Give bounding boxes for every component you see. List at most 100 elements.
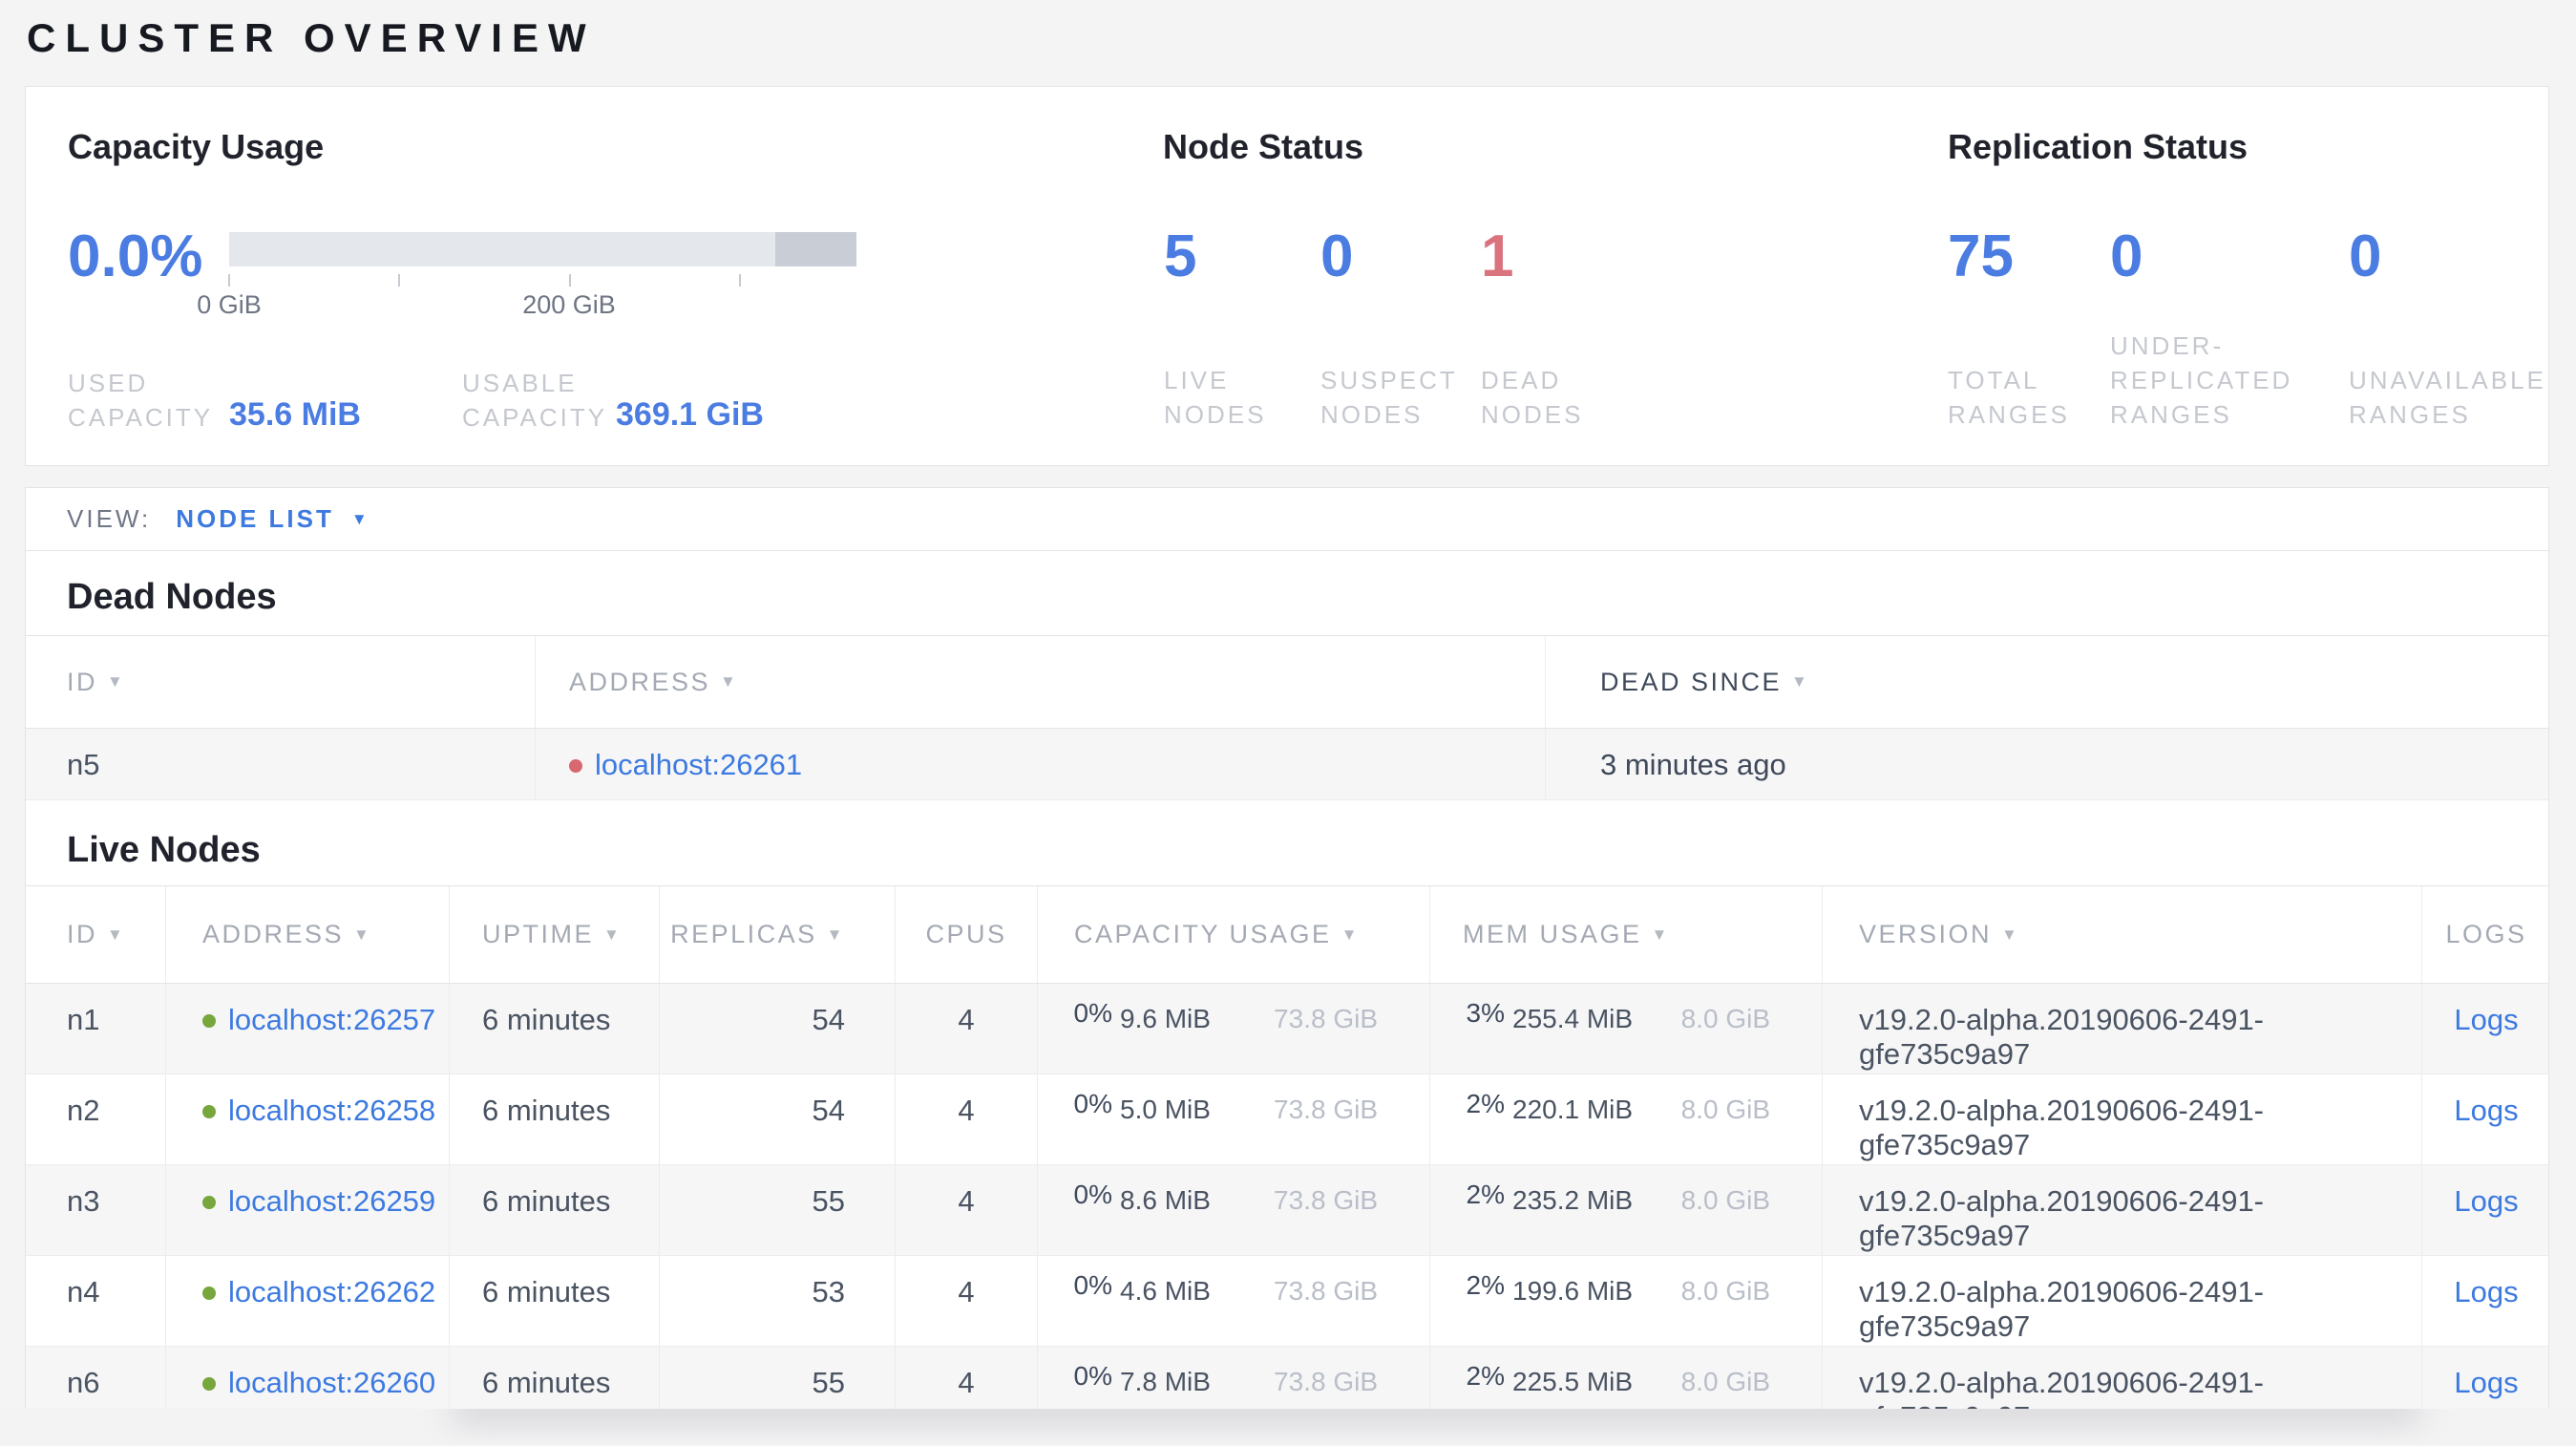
sort-desc-icon: ▼ (2001, 925, 2020, 944)
replicas-cell: 54 (660, 1074, 896, 1164)
uptime-cell: 6 minutes (450, 1165, 660, 1255)
node-address-link[interactable]: localhost:26258 (228, 1094, 436, 1127)
node-address-link[interactable]: localhost:26260 (228, 1366, 436, 1399)
capacity-percent: 0% (1073, 1089, 1112, 1118)
column-header-address[interactable]: ADDRESS ▼ (536, 636, 1546, 728)
capacity-percent: 0% (1073, 1270, 1112, 1300)
column-header-id[interactable]: ID ▼ (26, 886, 166, 983)
node-address-link[interactable]: localhost:26259 (228, 1184, 436, 1218)
node-address-cell: localhost:26262 (166, 1256, 450, 1346)
column-header-version[interactable]: VERSION ▼ (1823, 886, 2422, 983)
logs-link[interactable]: Logs (2454, 1094, 2519, 1127)
column-header-logs: LOGS (2445, 920, 2527, 948)
usable-capacity-label: USABLE CAPACITY (462, 369, 608, 432)
node-address-cell: localhost:26258 (166, 1074, 450, 1164)
mem-usage-cell: 2% 225.5 MiB 8.0 GiB (1430, 1347, 1823, 1409)
cluster-summary-panel: Capacity Usage 0.0% 0 GiB 200 GiB USED C… (25, 86, 2549, 466)
version-cell: v19.2.0-alpha.20190606-2491-gfe735c9a97 (1823, 984, 2422, 1074)
dead-nodes-label: DEAD NODES (1481, 366, 1584, 429)
column-header-capacity-usage[interactable]: CAPACITY USAGE ▼ (1038, 886, 1430, 983)
sort-desc-icon: ▼ (1651, 925, 1670, 944)
sort-desc-icon: ▼ (603, 925, 623, 944)
node-address-cell: localhost:26259 (166, 1165, 450, 1255)
capacity-used-value: 7.8 MiB (1120, 1367, 1211, 1396)
dead-since-cell: 3 minutes ago (1600, 748, 1786, 781)
uptime-cell: 6 minutes (450, 1074, 660, 1164)
node-status-heading: Node Status (1163, 127, 1364, 166)
mem-total-value: 8.0 GiB (1680, 1276, 1770, 1306)
cpus-cell: 4 (896, 1074, 1038, 1164)
sort-desc-icon: ▼ (353, 925, 372, 944)
live-nodes-body: n1 localhost:26257 6 minutes 54 4 0% (26, 984, 2548, 1409)
column-header-replicas[interactable]: REPLICAS ▼ (660, 886, 896, 983)
node-address-link[interactable]: localhost:26262 (228, 1275, 436, 1308)
view-label: VIEW: (67, 504, 152, 533)
logs-link[interactable]: Logs (2454, 1275, 2519, 1308)
node-id-cell: n5 (26, 729, 536, 799)
mem-percent: 2% (1466, 1089, 1505, 1118)
page-title: CLUSTER OVERVIEW (27, 15, 596, 60)
mem-usage-cell: 2% 220.1 MiB 8.0 GiB (1430, 1074, 1823, 1164)
mem-usage-cell: 2% 235.2 MiB 8.0 GiB (1430, 1165, 1823, 1255)
suspect-nodes-count: 0 (1320, 223, 1354, 289)
mem-total-value: 8.0 GiB (1680, 1367, 1770, 1396)
view-selector[interactable]: NODE LIST (176, 504, 334, 533)
used-capacity-label: USED CAPACITY (68, 369, 214, 432)
logs-link[interactable]: Logs (2454, 1366, 2519, 1399)
node-address-link[interactable]: localhost:26257 (228, 1003, 436, 1036)
view-bar: VIEW: NODE LIST ▼ (26, 488, 2548, 551)
used-capacity-value: 35.6 MiB (229, 396, 361, 433)
mem-used-value: 199.6 MiB (1512, 1276, 1634, 1306)
node-id-cell: n3 (26, 1165, 166, 1255)
capacity-percent: 0% (1073, 1180, 1112, 1209)
mem-total-value: 8.0 GiB (1680, 1185, 1770, 1215)
dead-nodes-table: ID ▼ ADDRESS ▼ DEAD SINCE ▼ n5 (26, 635, 2548, 800)
dead-nodes-body: n5 localhost:26261 3 minutes ago (26, 729, 2548, 800)
sort-desc-icon: ▼ (107, 925, 126, 944)
cpus-cell: 4 (896, 1165, 1038, 1255)
logs-link[interactable]: Logs (2454, 1184, 2519, 1218)
dropdown-caret-icon[interactable]: ▼ (350, 509, 368, 528)
under-replicated-ranges-label: UNDER- REPLICATED RANGES (2110, 331, 2293, 429)
capacity-usage-heading: Capacity Usage (68, 127, 325, 166)
cpus-cell: 4 (896, 984, 1038, 1074)
mem-usage-cell: 3% 255.4 MiB 8.0 GiB (1430, 984, 1823, 1074)
capacity-total-value: 73.8 GiB (1274, 1276, 1378, 1306)
dead-node-row: n5 localhost:26261 3 minutes ago (26, 729, 2548, 800)
live-node-row: n4 localhost:26262 6 minutes 53 4 0% (26, 1256, 2548, 1347)
uptime-cell: 6 minutes (450, 1256, 660, 1346)
axis-tick (739, 274, 741, 287)
logs-cell: Logs (2422, 1165, 2548, 1255)
column-header-id[interactable]: ID ▼ (26, 636, 536, 728)
mem-usage-cell: 2% 199.6 MiB 8.0 GiB (1430, 1256, 1823, 1346)
mem-used-value: 235.2 MiB (1512, 1185, 1634, 1215)
dead-nodes-header-row: ID ▼ ADDRESS ▼ DEAD SINCE ▼ (26, 636, 2548, 729)
capacity-usage-cell: 0% 4.6 MiB 73.8 GiB (1038, 1256, 1430, 1346)
column-header-mem-usage[interactable]: MEM USAGE ▼ (1430, 886, 1823, 983)
capacity-percent: 0% (1073, 1361, 1112, 1391)
capacity-total-value: 73.8 GiB (1274, 1095, 1378, 1124)
mem-percent: 2% (1466, 1361, 1505, 1391)
capacity-usage-cell: 0% 8.6 MiB 73.8 GiB (1038, 1165, 1430, 1255)
logs-link[interactable]: Logs (2454, 1003, 2519, 1036)
unavailable-ranges-count: 0 (2349, 223, 2382, 289)
capacity-bar-reserved-segment (774, 232, 856, 266)
cluster-overview-page: CLUSTER OVERVIEW Capacity Usage 0.0% 0 G… (0, 13, 2576, 1446)
capacity-used-value: 4.6 MiB (1120, 1276, 1211, 1306)
logs-cell: Logs (2422, 1256, 2548, 1346)
live-node-row: n1 localhost:26257 6 minutes 54 4 0% (26, 984, 2548, 1074)
sort-desc-icon: ▼ (826, 925, 845, 944)
node-address-link[interactable]: localhost:26261 (595, 748, 803, 781)
replicas-cell: 55 (660, 1347, 896, 1409)
under-replicated-ranges-count: 0 (2110, 223, 2143, 289)
column-header-address[interactable]: ADDRESS ▼ (166, 886, 450, 983)
column-header-dead-since[interactable]: DEAD SINCE ▼ (1600, 667, 1810, 696)
replicas-cell: 53 (660, 1256, 896, 1346)
axis-tick (228, 274, 230, 287)
mem-percent: 2% (1466, 1180, 1505, 1209)
column-header-uptime[interactable]: UPTIME ▼ (450, 886, 660, 983)
node-list-sheet: VIEW: NODE LIST ▼ Dead Nodes ID ▼ ADDRES… (25, 487, 2549, 1409)
total-ranges-label: TOTAL RANGES (1948, 366, 2070, 429)
column-header-cpus[interactable]: CPUS (896, 886, 1038, 983)
logs-cell: Logs (2422, 1347, 2548, 1409)
